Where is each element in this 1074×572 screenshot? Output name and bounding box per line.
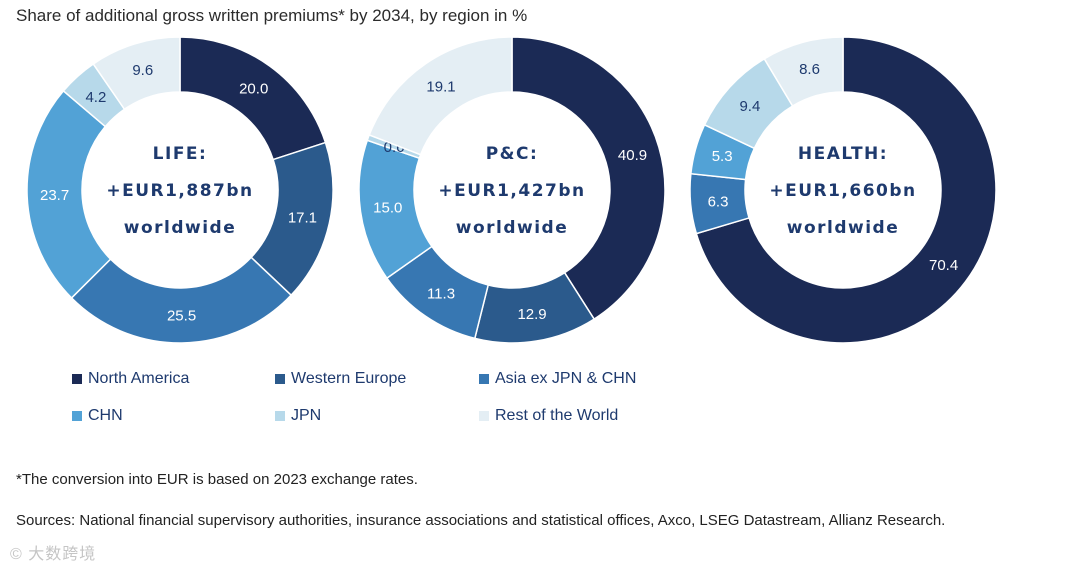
legend-label: CHN (88, 407, 123, 424)
slice-value-label: 4.2 (85, 89, 106, 106)
donut-slice (368, 36, 513, 156)
donut-slice (763, 36, 844, 107)
donut-slice (179, 36, 327, 161)
legend-swatch (479, 374, 489, 384)
legend-swatch (72, 411, 82, 421)
donut-slice (511, 36, 666, 321)
slice-value-label: 11.3 (427, 285, 455, 302)
donut-center-label: +EUR1,660bn (769, 181, 916, 201)
watermark: © 大数跨境 (10, 546, 97, 563)
slice-value-label: 9.4 (739, 98, 760, 115)
legend-label: Asia ex JPN & CHN (495, 370, 637, 387)
donut-center-label: worldwide (124, 218, 237, 238)
slice-value-label: 70.4 (929, 257, 958, 274)
slice-value-label: 5.3 (712, 148, 733, 165)
slice-value-label: 9.6 (132, 62, 153, 79)
slice-value-label: 17.1 (288, 210, 317, 227)
legend-item: Western Europe (275, 370, 479, 388)
slice-value-label: 8.6 (799, 61, 820, 78)
footnote: *The conversion into EUR is based on 202… (16, 471, 418, 488)
donut-slice (70, 256, 293, 344)
legend-swatch (479, 411, 489, 421)
slice-value-label: 6.3 (708, 193, 729, 210)
donut-slice (26, 89, 112, 299)
legend-label: Western Europe (291, 370, 407, 387)
legend-item: JPN (275, 407, 479, 425)
slice-value-label: 19.1 (426, 79, 455, 96)
slice-value-label: 25.5 (167, 307, 196, 324)
donut-center-label: +EUR1,427bn (438, 181, 585, 201)
slice-value-label: 12.9 (517, 306, 546, 323)
legend-label: Rest of the World (495, 407, 619, 424)
legend-item: North America (72, 370, 275, 388)
legend-label: JPN (291, 407, 322, 424)
legend-item: Rest of the World (479, 407, 709, 425)
donut-center-label: P&C: (486, 144, 539, 164)
sources-note: Sources: National financial supervisory … (16, 512, 946, 529)
slice-value-label: 40.9 (618, 147, 647, 164)
legend-swatch (275, 411, 285, 421)
donut-charts: 20.0 17.1 25.5 23.7 4.2 9.6 LIFE: +EUR1,887bn wo… (26, 36, 997, 344)
legend-item: Asia ex JPN & CHN (479, 370, 709, 388)
legend-item: CHN (72, 407, 275, 425)
legend: North America Western Europe Asia ex JPN &… (72, 370, 712, 425)
donut-slice (92, 36, 181, 111)
donut-center-label: HEALTH: (798, 144, 888, 164)
legend-swatch (275, 374, 285, 384)
donut-center-label: +EUR1,887bn (106, 181, 253, 201)
slice-value-label: 15.0 (373, 200, 402, 217)
chart-title: Share of additional gross written premiu… (16, 6, 528, 25)
donut-center-label: LIFE: (153, 144, 208, 164)
donut-slice (695, 36, 997, 344)
legend-label: North America (88, 370, 190, 387)
donut-center-label: worldwide (456, 218, 569, 238)
legend-swatch (72, 374, 82, 384)
donut-center-label: worldwide (787, 218, 900, 238)
slice-value-label: 20.0 (239, 80, 268, 97)
slice-value-label: 23.7 (40, 187, 69, 204)
